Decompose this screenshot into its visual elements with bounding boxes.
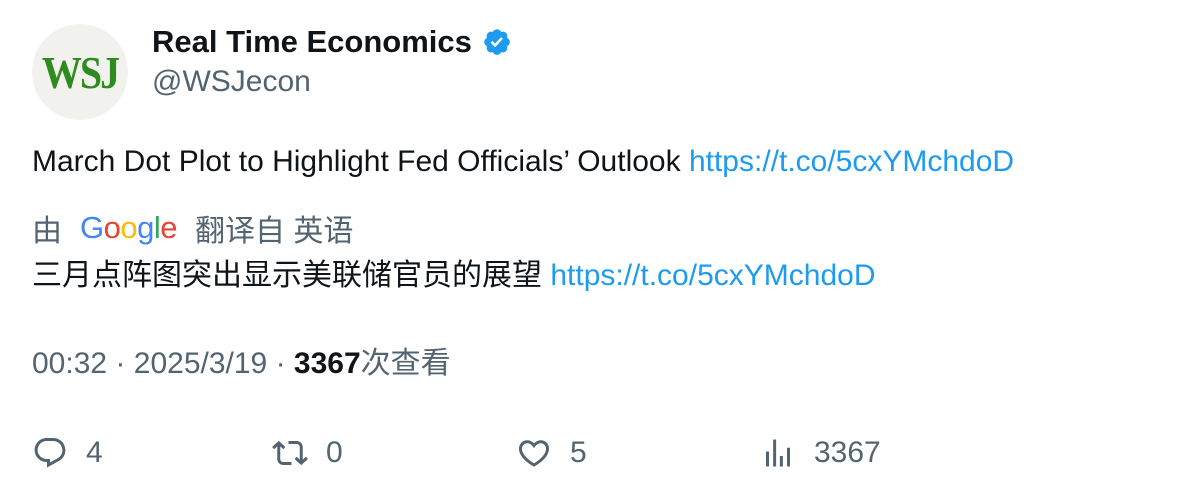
tweet-body: March Dot Plot to Highlight Fed Official… xyxy=(32,145,681,178)
views-suffix: 次查看 xyxy=(360,347,451,380)
author-name-row: Real Time Economics xyxy=(152,22,512,62)
like-button[interactable]: 5 xyxy=(516,428,587,478)
heart-icon xyxy=(518,440,550,467)
google-logo[interactable]: Google xyxy=(80,210,178,245)
like-count: 5 xyxy=(570,436,587,469)
tweet-time[interactable]: 00:32 xyxy=(32,347,108,380)
avatar-logo-text: WSJ xyxy=(41,46,120,98)
reply-count: 4 xyxy=(86,436,103,469)
author-display-name[interactable]: Real Time Economics xyxy=(152,24,472,59)
meta-separator: · xyxy=(275,347,286,380)
tweet-date[interactable]: 2025/3/19 xyxy=(133,347,268,380)
translated-link[interactable]: https://t.co/5cxYMchdoD xyxy=(550,259,876,292)
action-bar: 4 0 5 3367 xyxy=(32,428,1162,478)
translated-body: 三月点阵图突出显示美联储官员的展望 xyxy=(32,259,542,292)
analytics-icon xyxy=(766,439,790,467)
reply-icon xyxy=(34,438,66,468)
tweet-text: March Dot Plot to Highlight Fed Official… xyxy=(32,140,1014,184)
avatar[interactable]: WSJ xyxy=(32,24,128,120)
translated-text: 三月点阵图突出显示美联储官员的展望 https://t.co/5cxYMchdo… xyxy=(32,254,875,298)
retweet-button[interactable]: 0 xyxy=(272,428,343,478)
retweet-count: 0 xyxy=(326,436,343,469)
verified-badge-icon xyxy=(482,27,512,57)
author-handle[interactable]: @WSJecon xyxy=(152,65,311,98)
views-action-count: 3367 xyxy=(814,436,881,469)
tweet-link[interactable]: https://t.co/5cxYMchdoD xyxy=(688,145,1015,178)
translation-attribution: 由 Google 翻译自 英语 xyxy=(32,206,353,250)
translation-from-label: 翻译自 英语 xyxy=(195,215,354,248)
meta-separator: · xyxy=(115,347,126,380)
views-button[interactable]: 3367 xyxy=(760,428,881,478)
reply-button[interactable]: 4 xyxy=(32,428,103,478)
tweet-meta: 00:32 · 2025/3/19 · 3367次查看 xyxy=(32,342,451,386)
views-count: 3367 xyxy=(293,347,361,380)
translation-by-label: 由 xyxy=(32,215,62,248)
retweet-icon xyxy=(272,440,308,466)
